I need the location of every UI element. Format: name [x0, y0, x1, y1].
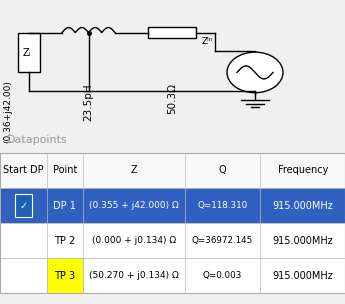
Circle shape [227, 52, 283, 93]
Text: (0.36+j42.00): (0.36+j42.00) [3, 80, 12, 143]
Text: (50.270 + j0.134) Ω: (50.270 + j0.134) Ω [89, 271, 179, 280]
Text: Start DP: Start DP [3, 165, 43, 175]
Text: Q=118.310: Q=118.310 [197, 201, 248, 210]
Text: 50.3Ω: 50.3Ω [167, 83, 177, 114]
Text: Zₗ: Zₗ [23, 47, 31, 57]
Text: TP 2: TP 2 [54, 236, 75, 246]
Text: TP 3: TP 3 [54, 271, 75, 281]
Text: Datapoints: Datapoints [7, 135, 68, 145]
Text: DP 1: DP 1 [53, 201, 76, 211]
Bar [18, 33, 40, 72]
Text: (0.000 + j0.134) Ω: (0.000 + j0.134) Ω [92, 236, 176, 245]
Text: Q: Q [219, 165, 226, 175]
Text: Q=0.003: Q=0.003 [203, 271, 242, 280]
Text: Z: Z [130, 165, 137, 175]
Text: ✓: ✓ [19, 201, 27, 211]
Text: Zᴵⁿ: Zᴵⁿ [201, 37, 213, 47]
Text: 23.5pH: 23.5pH [83, 83, 93, 121]
Text: Q=36972.145: Q=36972.145 [192, 236, 253, 245]
Bar [148, 27, 196, 38]
Text: Point: Point [52, 165, 77, 175]
Text: 915.000MHz: 915.000MHz [272, 271, 333, 281]
Bar [0, 188, 345, 223]
Bar [0, 153, 345, 293]
Text: 915.000MHz: 915.000MHz [272, 236, 333, 246]
Bar [0, 223, 345, 258]
Bar [47, 258, 83, 293]
Text: Frequency: Frequency [277, 165, 328, 175]
Bar [0, 153, 345, 188]
Bar [14, 194, 32, 217]
Text: (0.355 + j42.000) Ω: (0.355 + j42.000) Ω [89, 201, 179, 210]
Text: 915.000MHz: 915.000MHz [272, 201, 333, 211]
Bar [0, 258, 345, 293]
